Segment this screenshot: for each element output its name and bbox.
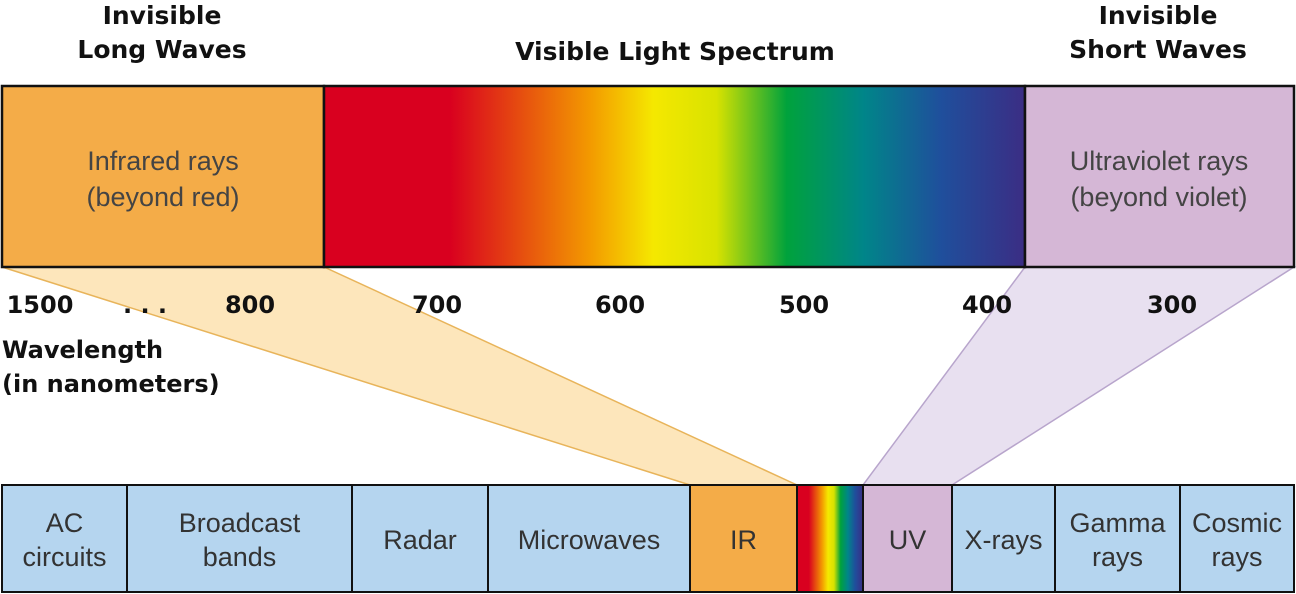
- scale-label: 300: [1147, 291, 1197, 319]
- band-label: Gamma: [1069, 508, 1166, 538]
- band: [1179, 484, 1295, 593]
- band: [1054, 484, 1181, 593]
- scale-label: . . .: [123, 291, 167, 319]
- band: [689, 484, 798, 593]
- band: [951, 484, 1056, 593]
- infrared-box: [0, 84, 326, 269]
- header-left: Invisible Long Waves: [77, 1, 246, 64]
- band-label: rays: [1092, 542, 1143, 572]
- scale-label: 700: [412, 291, 462, 319]
- scale-label: 1500: [7, 291, 74, 319]
- scale-label: 800: [225, 291, 275, 319]
- band-label: Broadcast: [179, 508, 301, 538]
- band-label: Microwaves: [518, 525, 661, 555]
- band-label: bands: [203, 542, 277, 572]
- visible-box: [322, 84, 1027, 269]
- band: [796, 484, 864, 593]
- band-label: UV: [889, 525, 927, 555]
- infrared-label: Infrared rays (beyond red): [86, 146, 239, 212]
- uv-projection: [861, 266, 1296, 486]
- scale-label: 400: [962, 291, 1012, 319]
- band-label: AC: [46, 508, 84, 538]
- band-label: rays: [1211, 542, 1262, 572]
- scale: 1500 . . . 800 700 600 500 400 300: [7, 291, 1197, 319]
- scale-label: 600: [595, 291, 645, 319]
- band-label: Radar: [383, 525, 457, 555]
- band: [351, 484, 489, 593]
- header-right: Invisible Short Waves: [1069, 1, 1247, 64]
- header-center: Visible Light Spectrum: [515, 37, 835, 66]
- band: [862, 484, 953, 593]
- band-label: X-rays: [964, 525, 1042, 555]
- band-label: circuits: [22, 542, 106, 572]
- scale-label: 500: [779, 291, 829, 319]
- bands: AC circuits Broadcast bands Radar Microwaves I…: [1, 484, 1295, 593]
- band: [1, 484, 128, 593]
- ultraviolet-box: [1023, 84, 1296, 269]
- band: [126, 484, 353, 593]
- band-label: Cosmic: [1192, 508, 1282, 538]
- band-label: IR: [730, 525, 757, 555]
- ultraviolet-label: Ultraviolet rays (beyond violet): [1070, 146, 1249, 212]
- axis-label: Wavelength (in nanometers): [2, 336, 220, 398]
